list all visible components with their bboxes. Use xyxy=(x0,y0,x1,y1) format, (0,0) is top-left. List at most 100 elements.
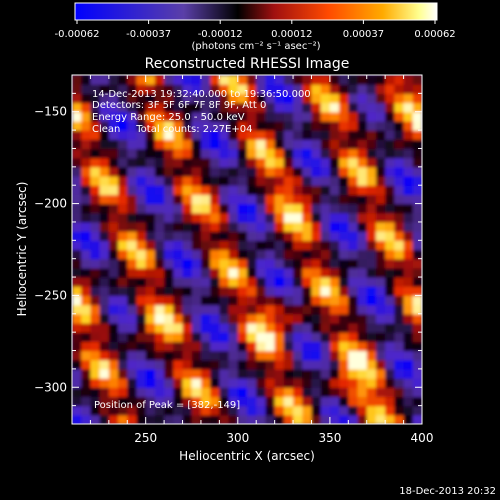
heatmap-cell xyxy=(99,405,110,416)
heatmap-cell xyxy=(210,111,220,122)
heatmap-cell xyxy=(320,295,331,306)
heatmap-cell xyxy=(191,203,202,214)
heatmap-cell xyxy=(385,378,395,388)
heatmap-cell xyxy=(394,176,405,186)
heatmap-cell xyxy=(99,148,110,159)
heatmap-cell xyxy=(357,120,368,131)
heatmap-cell xyxy=(118,130,128,140)
heatmap-cell xyxy=(164,148,174,159)
heatmap-cell xyxy=(357,130,368,140)
heatmap-cell xyxy=(154,166,165,177)
heatmap-cell xyxy=(99,277,110,287)
heatmap-cell xyxy=(247,93,257,104)
heatmap-cell xyxy=(274,102,285,113)
heatmap-cell xyxy=(403,249,414,260)
y-tick-label: −150 xyxy=(34,105,67,119)
heatmap-cell xyxy=(228,313,239,324)
heatmap-cell xyxy=(182,396,193,407)
colorbar-tick-label: -0.00012 xyxy=(198,29,243,40)
heatmap-cell xyxy=(72,304,82,315)
heatmap-cell xyxy=(357,295,368,306)
heatmap-cell xyxy=(228,102,239,113)
heatmap-cell xyxy=(348,84,359,94)
heatmap-cell xyxy=(265,111,276,122)
heatmap-cell xyxy=(311,313,322,324)
heatmap-cell xyxy=(173,378,184,388)
heatmap-cell xyxy=(81,313,92,324)
heatmap-cell xyxy=(200,295,211,306)
heatmap-cell xyxy=(339,368,349,379)
heatmap-cell xyxy=(90,185,101,195)
heatmap-cell xyxy=(412,148,422,159)
heatmap-cell xyxy=(329,396,340,407)
annotation-block: 14-Dec-2013 19:32:40.000 to 19:36:50.000… xyxy=(92,89,311,135)
heatmap-cell xyxy=(81,212,92,223)
heatmap-cell xyxy=(127,267,138,278)
heatmap-cell xyxy=(228,378,239,388)
heatmap-cell xyxy=(99,221,110,232)
heatmap-cell xyxy=(108,120,119,131)
heatmap-cell xyxy=(182,414,193,424)
heatmap-cell xyxy=(247,120,257,131)
heatmap-cell xyxy=(90,176,101,186)
heatmap-cell xyxy=(375,84,386,94)
annotation-energy-range: Energy Range: 25.0 - 50.0 keV xyxy=(92,112,245,123)
heatmap-cell xyxy=(320,368,331,379)
heatmap-cell xyxy=(118,102,128,113)
heatmap-cell xyxy=(265,341,276,352)
heatmap-cell xyxy=(108,322,119,333)
heatmap-cell xyxy=(81,405,92,416)
heatmap-cell xyxy=(283,277,294,287)
heatmap-cell xyxy=(154,313,165,324)
heatmap-cell xyxy=(274,157,285,168)
heatmap-cell xyxy=(118,139,128,150)
heatmap-cell xyxy=(191,304,202,315)
heatmap-cell xyxy=(412,102,422,113)
heatmap-cell xyxy=(375,203,386,214)
heatmap-cell xyxy=(293,194,303,205)
heatmap-cell xyxy=(302,396,313,407)
heatmap-cell xyxy=(274,277,285,287)
heatmap-cell xyxy=(219,313,230,324)
heatmap-cell xyxy=(127,194,138,205)
heatmap-cell xyxy=(394,396,405,407)
heatmap-cell xyxy=(228,185,239,195)
heatmap-cell xyxy=(357,194,368,205)
heatmap-cell xyxy=(274,295,285,306)
heatmap-cell xyxy=(311,93,322,104)
heatmap-cell xyxy=(72,258,82,269)
heatmap-cell xyxy=(108,93,119,104)
heatmap-cell xyxy=(302,93,313,104)
heatmap-cell xyxy=(394,166,405,177)
heatmap-cell xyxy=(127,157,138,168)
heatmap-cell xyxy=(90,93,101,104)
heatmap-cell xyxy=(210,93,220,104)
heatmap-cell xyxy=(127,405,138,416)
heatmap-cell xyxy=(385,387,395,398)
heatmap-cell xyxy=(90,240,101,251)
heatmap-cell xyxy=(311,359,322,370)
heatmap-cell xyxy=(247,185,257,195)
heatmap-cell xyxy=(274,139,285,150)
heatmap-cell xyxy=(164,304,174,315)
heatmap-cell xyxy=(339,313,349,324)
heatmap-cell xyxy=(237,277,248,287)
heatmap-cell xyxy=(145,120,156,131)
heatmap-cell xyxy=(283,111,294,122)
heatmap-cell xyxy=(366,221,377,232)
heatmap-cell xyxy=(219,185,230,195)
heatmap-cell xyxy=(375,221,386,232)
heatmap-cell xyxy=(366,405,377,416)
heatmap-cell xyxy=(385,396,395,407)
heatmap-cell xyxy=(90,341,101,352)
heatmap-cell xyxy=(81,286,92,297)
heatmap-cell xyxy=(90,231,101,241)
heatmap-cell xyxy=(247,295,257,306)
heatmap-cell xyxy=(256,130,267,140)
heatmap-cell xyxy=(302,139,313,150)
heatmap-cell xyxy=(412,93,422,104)
heatmap-cell xyxy=(265,332,276,342)
heatmap-cell xyxy=(302,277,313,287)
heatmap-cell xyxy=(210,176,220,186)
heatmap-cell xyxy=(311,387,322,398)
